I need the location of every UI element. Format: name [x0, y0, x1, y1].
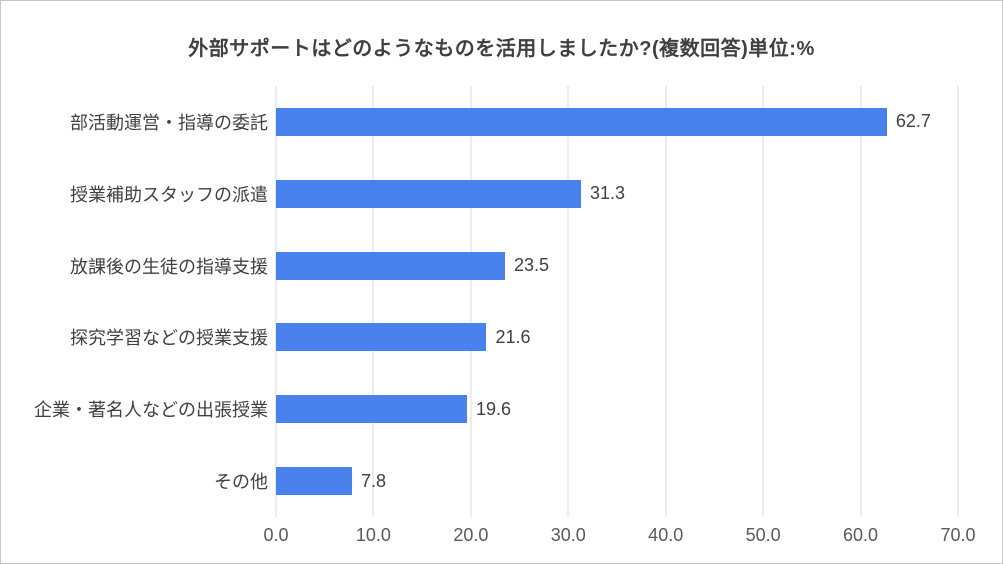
category-label: 探究学習などの授業支援 — [70, 328, 268, 349]
bar — [276, 323, 487, 352]
category-label: 部活動運営・指導の委託 — [70, 112, 268, 133]
bar — [276, 251, 505, 280]
bar — [276, 467, 352, 496]
gridline — [762, 86, 764, 517]
bar — [276, 179, 581, 208]
bar-row: その他 7.8 — [214, 445, 958, 517]
x-tick-label: 60.0 — [843, 525, 879, 545]
value-label: 23.5 — [513, 255, 549, 276]
bar-row: 企業・著名人などの出張授業 19.6 — [34, 373, 958, 445]
x-tick-label: 20.0 — [453, 525, 489, 545]
gridline — [567, 86, 569, 517]
x-tick-label: 10.0 — [355, 525, 391, 545]
value-label: 7.8 — [360, 470, 387, 491]
value-label: 21.6 — [495, 326, 531, 347]
x-tick-label: 30.0 — [550, 525, 586, 545]
bar-row: 授業補助スタッフの派遣 31.3 — [70, 158, 958, 230]
x-tick-label: 50.0 — [745, 525, 781, 545]
category-label: 企業・著名人などの出張授業 — [34, 400, 268, 421]
bar-row: 探究学習などの授業支援 21.6 — [70, 301, 958, 373]
x-tick-label: 0.0 — [263, 525, 289, 545]
bar-rows-layer: 部活動運営・指導の委託 62.7 授業補助スタッフの派遣 31.3 放課後の生徒の指導支… — [34, 86, 958, 517]
category-label: 授業補助スタッフの派遣 — [70, 184, 268, 205]
value-label: 31.3 — [589, 183, 625, 204]
bar-row: 部活動運営・指導の委託 62.7 — [70, 86, 958, 158]
x-tick-label: 40.0 — [648, 525, 684, 545]
gridline — [860, 86, 862, 517]
x-axis: 0.0 10.0 20.0 30.0 40.0 50.0 60.0 70.0 — [263, 525, 975, 549]
chart-title: 外部サポートはどのようなものを活用しましたか?(複数回答)単位:% — [188, 38, 815, 60]
bar — [276, 107, 887, 136]
gridline — [957, 86, 959, 517]
x-tick-label: 70.0 — [940, 525, 976, 545]
gridline — [275, 86, 277, 517]
gridline — [665, 86, 667, 517]
value-label: 62.7 — [895, 111, 931, 132]
gridline — [470, 86, 472, 517]
bar-row: 放課後の生徒の指導支援 23.5 — [70, 230, 958, 302]
plot-area: 部活動運営・指導の委託 62.7 授業補助スタッフの派遣 31.3 放課後の生徒の指導支… — [34, 86, 959, 517]
bar — [276, 395, 467, 424]
value-label: 19.6 — [475, 398, 511, 419]
category-label: その他 — [214, 472, 268, 493]
category-label: 放課後の生徒の指導支援 — [70, 256, 268, 277]
gridline — [372, 86, 374, 517]
